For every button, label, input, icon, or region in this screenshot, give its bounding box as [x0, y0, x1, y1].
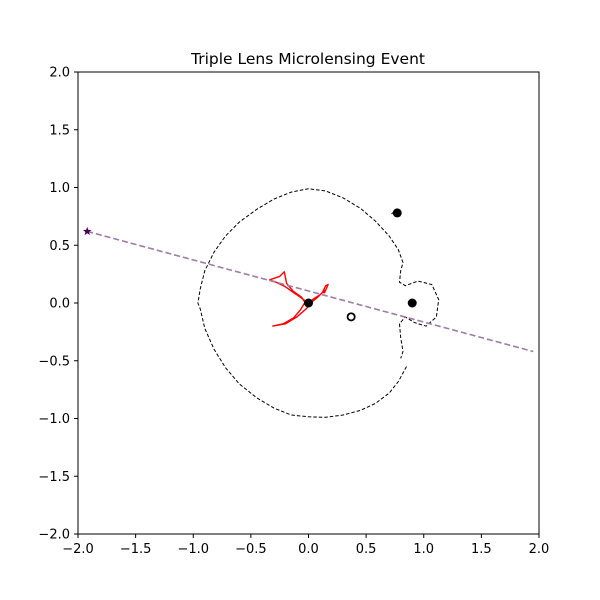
x-tick-label: 1.0 — [413, 542, 434, 557]
x-tick-label: 2.0 — [529, 542, 550, 557]
y-tick-label: −2.0 — [38, 528, 70, 543]
x-tick-label: 0.0 — [298, 542, 319, 557]
y-tick-label: −1.5 — [38, 470, 70, 485]
plot-area — [82, 188, 534, 418]
lens-marker — [407, 298, 417, 308]
x-tick-label: 0.5 — [356, 542, 377, 557]
x-tick-label: −2.0 — [62, 542, 94, 557]
x-tick-label: −1.5 — [120, 542, 152, 557]
x-tick-label: 1.5 — [471, 542, 492, 557]
source-trajectory — [87, 230, 534, 353]
y-axis: −2.0 −1.5 −1.0 −0.5 0.0 0.5 1.0 1.5 2.0 — [38, 66, 78, 543]
y-tick-label: 1.0 — [49, 181, 70, 196]
y-tick-label: 1.5 — [49, 123, 70, 138]
caustic-curve — [269, 271, 329, 327]
x-tick-label: −1.0 — [177, 542, 209, 557]
critical-curve — [197, 188, 440, 418]
lens-marker — [304, 298, 313, 308]
y-tick-label: 0.0 — [49, 297, 70, 312]
open-circle-marker — [346, 312, 356, 322]
chart-title: Triple Lens Microlensing Event — [190, 50, 425, 68]
lens-marker — [392, 208, 402, 218]
y-tick-label: −0.5 — [38, 354, 70, 369]
y-tick-label: −1.0 — [38, 412, 70, 427]
y-tick-label: 0.5 — [49, 239, 70, 254]
y-tick-label: 2.0 — [49, 66, 70, 81]
source-start-star — [82, 226, 92, 235]
x-axis: −2.0 −1.5 −1.0 −0.5 0.0 0.5 1.0 1.5 2.0 — [62, 534, 549, 557]
x-tick-label: −0.5 — [235, 542, 267, 557]
